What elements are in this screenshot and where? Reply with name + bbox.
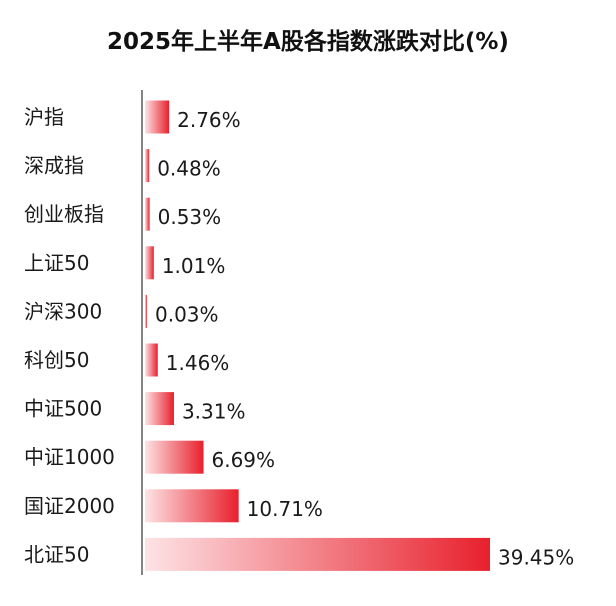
bar	[145, 149, 150, 183]
category-label: 创业板指	[24, 202, 104, 226]
value-label: 0.53%	[158, 205, 222, 229]
value-label: 10.71%	[247, 497, 323, 521]
value-label: 1.01%	[162, 254, 226, 278]
category-label: 上证50	[24, 251, 89, 275]
bar	[145, 440, 204, 474]
bar	[145, 343, 158, 377]
category-label: 中证1000	[24, 445, 115, 469]
category-label: 北证50	[24, 542, 89, 566]
category-label: 科创50	[24, 348, 89, 372]
bar	[145, 537, 490, 571]
category-label: 中证500	[24, 397, 102, 421]
bar	[145, 100, 170, 134]
bar	[145, 392, 174, 426]
bar	[145, 294, 147, 328]
value-label: 0.48%	[157, 157, 221, 181]
bar	[145, 197, 150, 231]
category-label: 国证2000	[24, 494, 115, 518]
value-label: 6.69%	[212, 448, 276, 472]
value-label: 2.76%	[177, 108, 241, 132]
bar	[145, 489, 239, 523]
category-label: 沪指	[24, 105, 64, 129]
value-label: 3.31%	[182, 400, 246, 424]
category-label: 沪深300	[24, 299, 102, 323]
value-label: 1.46%	[166, 351, 230, 375]
category-label: 深成指	[24, 154, 84, 178]
value-label: 0.03%	[155, 302, 219, 326]
chart-title: 2025年上半年A股各指数涨跌对比(%)	[107, 29, 509, 55]
value-label: 39.45%	[498, 545, 574, 569]
bar	[145, 246, 154, 280]
